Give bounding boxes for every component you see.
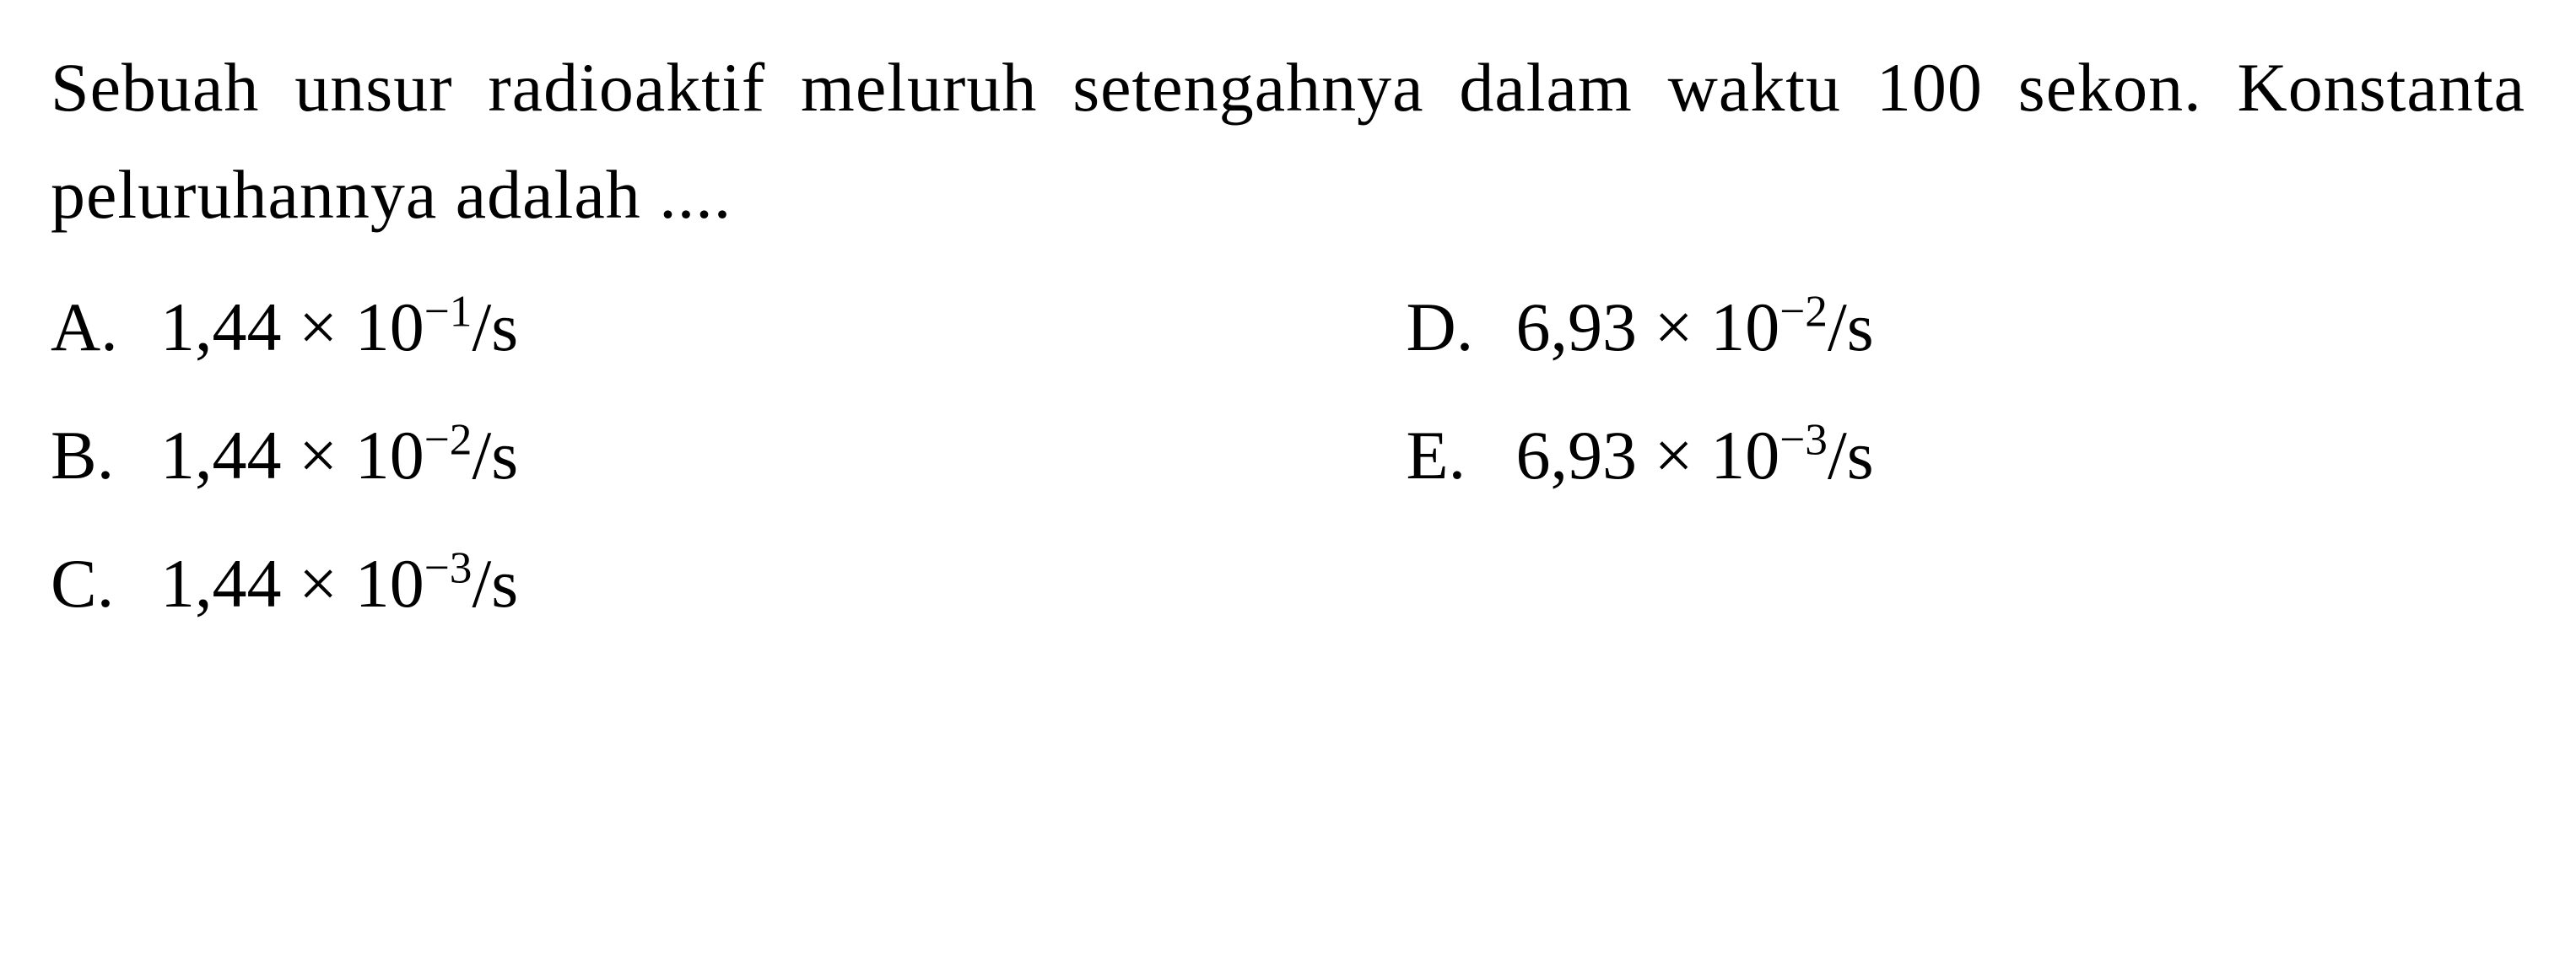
option-c-exponent: −3 bbox=[424, 543, 473, 593]
option-e-exponent: −3 bbox=[1779, 415, 1828, 465]
option-d-letter: D. bbox=[1407, 273, 1516, 380]
option-e-value: 6,93 × 10−3/s bbox=[1516, 402, 1874, 509]
option-d-coefficient: 6,93 bbox=[1516, 289, 1638, 365]
option-d: D. 6,93 × 10−2/s bbox=[1407, 273, 2526, 380]
option-e-coefficient: 6,93 bbox=[1516, 417, 1638, 493]
option-d-exponent: −2 bbox=[1779, 287, 1828, 337]
option-c-coefficient: 1,44 bbox=[160, 545, 282, 622]
option-a-unit: /s bbox=[472, 289, 518, 365]
option-c-unit: /s bbox=[472, 545, 518, 622]
option-a-exponent: −1 bbox=[424, 287, 473, 337]
option-d-unit: /s bbox=[1828, 289, 1874, 365]
options-container: A. 1,44 × 10−1/s D. 6,93 × 10−2/s B. 1,4… bbox=[51, 273, 2525, 637]
option-b: B. 1,44 × 10−2/s bbox=[51, 402, 1170, 509]
option-a-coefficient: 1,44 bbox=[160, 289, 282, 365]
option-b-coefficient: 1,44 bbox=[160, 417, 282, 493]
option-a-letter: A. bbox=[51, 273, 160, 380]
option-a: A. 1,44 × 10−1/s bbox=[51, 273, 1170, 380]
question-container: Sebuah unsur radioaktif meluruh setengah… bbox=[51, 34, 2525, 637]
option-b-exponent: −2 bbox=[424, 415, 473, 465]
option-c-value: 1,44 × 10−3/s bbox=[160, 530, 518, 637]
option-b-value: 1,44 × 10−2/s bbox=[160, 402, 518, 509]
option-d-value: 6,93 × 10−2/s bbox=[1516, 273, 1874, 380]
option-a-value: 1,44 × 10−1/s bbox=[160, 273, 518, 380]
option-c-letter: C. bbox=[51, 530, 160, 637]
option-b-unit: /s bbox=[472, 417, 518, 493]
option-c: C. 1,44 × 10−3/s bbox=[51, 530, 1170, 637]
option-e-letter: E. bbox=[1407, 402, 1516, 509]
option-e: E. 6,93 × 10−3/s bbox=[1407, 402, 2526, 509]
option-b-letter: B. bbox=[51, 402, 160, 509]
option-e-unit: /s bbox=[1828, 417, 1874, 493]
question-text: Sebuah unsur radioaktif meluruh setengah… bbox=[51, 34, 2525, 248]
